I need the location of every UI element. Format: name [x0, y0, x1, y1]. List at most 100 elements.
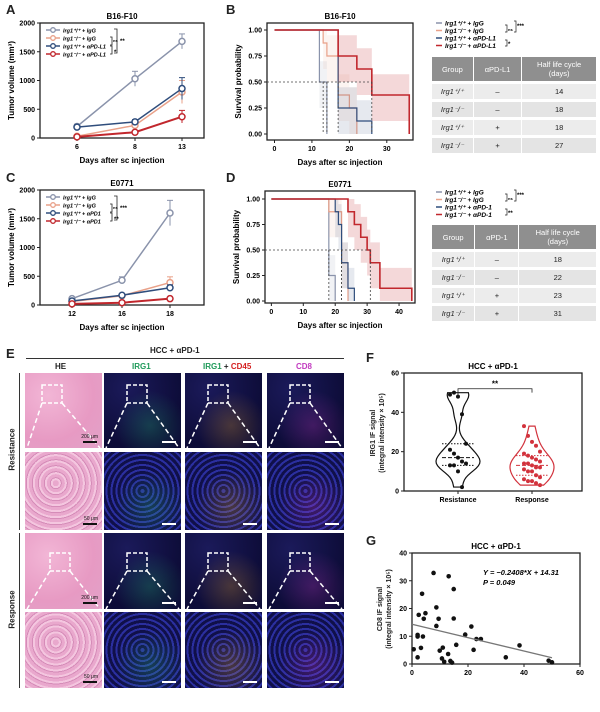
- regression-equation: Y = −0.2408*X + 14.31: [483, 568, 559, 577]
- confidence-band: [328, 255, 336, 301]
- significance-bracket: [505, 193, 508, 202]
- x-tick-label: 12: [68, 311, 76, 318]
- panel-a-tumor-growth-b16: B16-F10 Days after sc injection Tumor volu…: [7, 12, 205, 165]
- he-stain-image: 50 μm: [25, 452, 102, 530]
- scale-bar: [325, 441, 339, 443]
- col-header-group: Group: [432, 57, 473, 81]
- scale-bar: [83, 681, 97, 683]
- data-point: [530, 439, 534, 444]
- y-tick-label: 20: [399, 606, 407, 613]
- panel-letter-c: C: [6, 170, 16, 185]
- survival-curve: [271, 198, 355, 301]
- significance-label: **: [508, 211, 513, 217]
- confidence-band: [328, 199, 348, 301]
- y-tick-label: 500: [23, 107, 35, 114]
- y-tick-label: 0: [31, 136, 35, 143]
- y-tick-label: 1500: [19, 216, 35, 223]
- y-tick-label: 40: [399, 551, 407, 558]
- legend-label: Irg1⁺/⁺ + αPD-L1: [445, 36, 496, 43]
- data-point: [530, 469, 534, 474]
- legend-label: Irg1⁺/⁺ + IgG: [63, 29, 97, 35]
- data-point: [522, 451, 526, 456]
- y-tick-label: 0: [395, 489, 399, 496]
- cell: –: [475, 270, 519, 285]
- confidence-band: [338, 87, 372, 134]
- cell: Irg1⁺/⁺: [432, 252, 475, 267]
- legend-label: Irg1⁺/⁺ + αPD-1: [445, 205, 492, 212]
- chart-title: B16-F10: [324, 12, 356, 21]
- panel-c-tumor-growth-e0771: E0771 Days after sc injection Tumor volume…: [7, 179, 205, 332]
- he-stain-image: 200 μm: [25, 373, 102, 448]
- table-row: Irg1⁻/⁻ +27: [432, 138, 596, 153]
- p-value: P = 0.049: [483, 578, 516, 587]
- confidence-band: [347, 199, 412, 301]
- data-point: [178, 84, 186, 93]
- zoom-inset-box: [268, 552, 343, 609]
- zoom-inset-box: [186, 552, 261, 609]
- immunofluorescence-image: [185, 612, 262, 688]
- y-tick-label: 0.75: [246, 222, 260, 229]
- cell: Irg1⁻/⁻: [432, 270, 475, 285]
- scale-bar-label: 200 μm: [81, 595, 98, 601]
- legend-label: Irg1⁻/⁻ + αPD-L1: [63, 53, 106, 59]
- y-axis-label: Survival probability: [232, 209, 241, 284]
- y-tick-label: 0: [31, 303, 35, 310]
- data-point: [445, 651, 451, 657]
- column-label-cd8: CD8: [296, 362, 313, 371]
- y-tick-label: 30: [399, 578, 407, 585]
- table-row: Irg1⁺/⁺ –18: [432, 252, 596, 267]
- data-point: [460, 485, 464, 490]
- data-point: [434, 605, 439, 610]
- data-point: [456, 455, 460, 460]
- data-point: [411, 646, 416, 652]
- y-tick-label: 0.25: [246, 273, 260, 280]
- x-tick-label: Resistance: [440, 497, 477, 504]
- legend-label: Irg1⁻/⁻ + αPD1: [63, 220, 101, 226]
- significance-bracket: [110, 45, 113, 55]
- data-point: [178, 37, 186, 46]
- cell: 23: [519, 288, 596, 303]
- data-point: [526, 461, 530, 466]
- label-plus: +: [223, 362, 229, 371]
- data-point: [431, 570, 436, 576]
- y-axis-label-f: IRG1 IF signal (integral intensity × 10⁵…: [370, 393, 386, 473]
- scale-bar: [83, 441, 97, 443]
- scale-bar: [162, 681, 176, 683]
- significance-bracket: [505, 24, 508, 33]
- data-point: [534, 473, 538, 478]
- data-point: [464, 441, 468, 446]
- x-tick-label: 8: [133, 144, 137, 151]
- y-tick-label: 0.00: [248, 132, 262, 139]
- column-label-he: HE: [55, 362, 67, 371]
- x-tick-label: 10: [299, 309, 307, 316]
- table-row: Irg1⁺/⁺ +18: [432, 120, 596, 135]
- cell: 18: [519, 252, 596, 267]
- scale-bar: [83, 602, 97, 604]
- data-point: [452, 390, 456, 395]
- immunofluorescence-image: [104, 452, 181, 530]
- panel-b-survival-b16: B16-F10 Days after sc injection Survival p…: [234, 12, 525, 167]
- legend-label: Irg1⁻/⁻ + αPD-L1: [445, 43, 496, 50]
- data-point: [166, 294, 174, 303]
- significance-bracket: [514, 20, 517, 33]
- data-point: [118, 291, 126, 299]
- x-tick-label: 30: [383, 146, 391, 153]
- zoom-inset-box: [26, 384, 101, 448]
- significance-bracket: [514, 189, 517, 202]
- table-row: Irg1⁻/⁻ –18: [432, 102, 596, 117]
- data-point: [522, 461, 526, 466]
- data-point: [437, 648, 443, 653]
- plot-frame: [264, 190, 416, 304]
- immunofluorescence-image: [104, 373, 181, 448]
- regression-line: [411, 623, 553, 659]
- cell: 31: [519, 306, 596, 321]
- significance-label: ns: [113, 38, 118, 43]
- cell: 18: [522, 120, 596, 135]
- data-point: [526, 433, 530, 438]
- col-header-half-life: Half life cycle (days): [522, 57, 596, 81]
- scale-bar: [325, 523, 339, 525]
- y-tick-label: 1500: [19, 49, 35, 56]
- legend-label: Irg1⁺/⁺ + IgG: [63, 196, 97, 202]
- y-tick-label: 60: [391, 371, 399, 378]
- row-divider-response: [19, 533, 20, 688]
